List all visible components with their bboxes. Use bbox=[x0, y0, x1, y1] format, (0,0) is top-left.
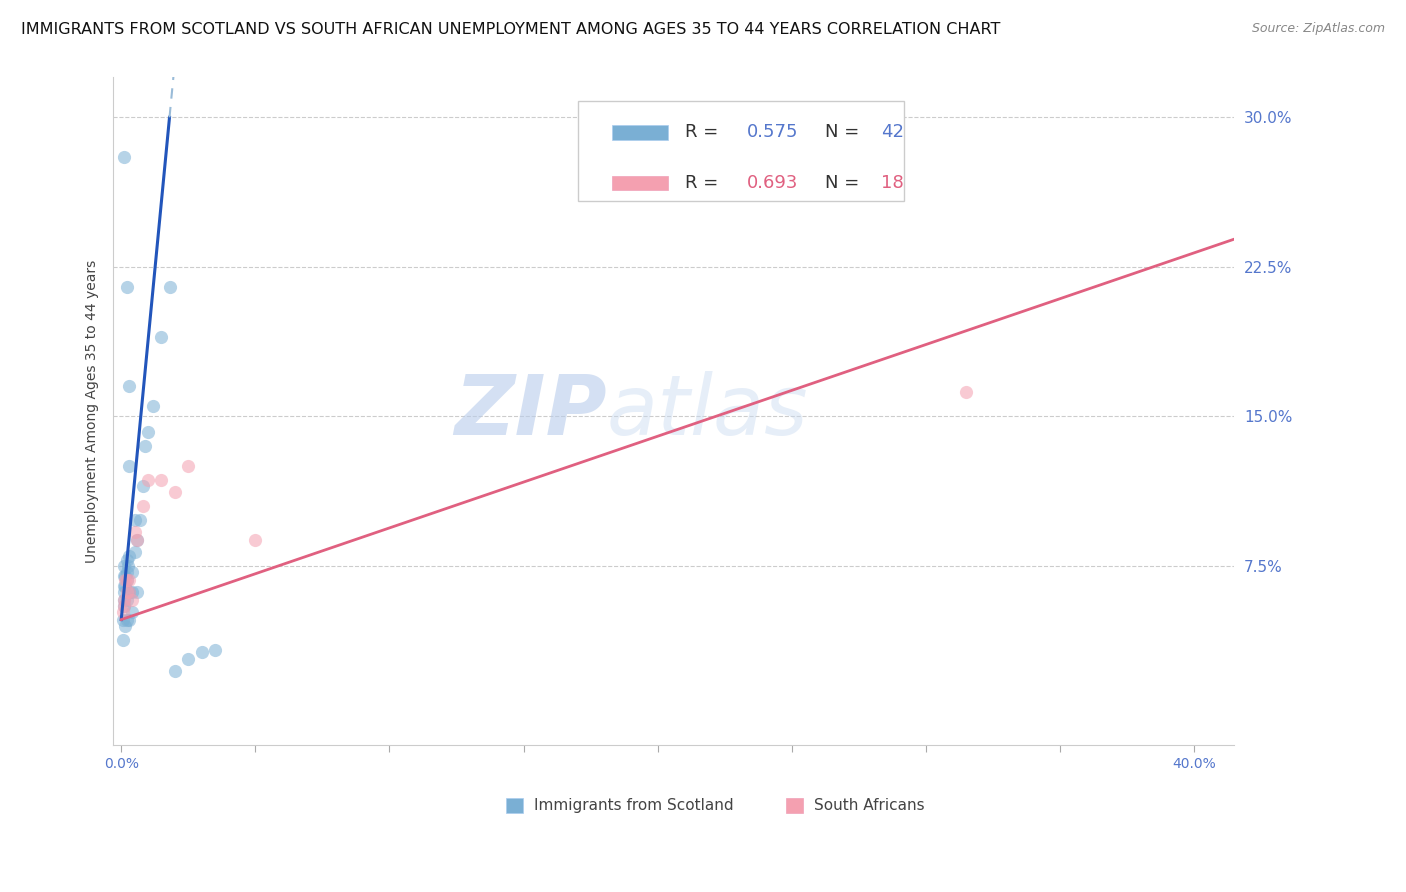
Point bbox=[112, 632, 135, 647]
Text: ZIP: ZIP bbox=[454, 371, 606, 452]
Bar bbox=[506, 798, 523, 813]
Text: South Africans: South Africans bbox=[814, 797, 925, 813]
Point bbox=[112, 599, 135, 613]
Text: Immigrants from Scotland: Immigrants from Scotland bbox=[534, 797, 734, 813]
Point bbox=[115, 573, 138, 587]
Point bbox=[115, 573, 138, 587]
Point bbox=[159, 279, 181, 293]
Bar bbox=[612, 176, 668, 190]
Point bbox=[118, 613, 141, 627]
Point bbox=[115, 565, 138, 579]
Point bbox=[204, 642, 226, 657]
Point bbox=[118, 584, 141, 599]
Point bbox=[124, 545, 146, 559]
Point bbox=[121, 605, 143, 619]
Text: N =: N = bbox=[825, 174, 865, 192]
Point bbox=[112, 592, 135, 607]
Point bbox=[121, 565, 143, 579]
Point bbox=[112, 584, 135, 599]
Point bbox=[127, 584, 149, 599]
Point bbox=[118, 459, 141, 474]
Text: 0.693: 0.693 bbox=[747, 174, 799, 192]
Point bbox=[115, 279, 138, 293]
Point bbox=[129, 513, 152, 527]
Point bbox=[115, 592, 138, 607]
Point bbox=[163, 485, 186, 500]
Point bbox=[112, 592, 135, 607]
Point bbox=[245, 533, 267, 547]
Point bbox=[190, 644, 212, 658]
Point bbox=[112, 579, 135, 593]
Point bbox=[124, 524, 146, 539]
Point bbox=[150, 473, 173, 487]
Text: R =: R = bbox=[685, 174, 724, 192]
Point bbox=[111, 605, 134, 619]
Point bbox=[127, 533, 149, 547]
Text: 18: 18 bbox=[882, 174, 904, 192]
Point bbox=[111, 613, 134, 627]
Point bbox=[118, 573, 141, 587]
Text: Source: ZipAtlas.com: Source: ZipAtlas.com bbox=[1251, 22, 1385, 36]
Bar bbox=[612, 125, 668, 139]
Point bbox=[163, 665, 186, 679]
Point bbox=[112, 599, 135, 613]
Point bbox=[177, 459, 200, 474]
Point bbox=[131, 479, 153, 493]
Point bbox=[131, 499, 153, 513]
Point bbox=[121, 584, 143, 599]
Point bbox=[114, 618, 136, 632]
Point bbox=[115, 553, 138, 567]
Point bbox=[150, 329, 173, 343]
Point bbox=[115, 584, 138, 599]
Point bbox=[136, 473, 159, 487]
Point bbox=[134, 439, 156, 453]
Text: 0.575: 0.575 bbox=[747, 123, 799, 141]
Point bbox=[127, 533, 149, 547]
Text: atlas: atlas bbox=[606, 371, 808, 452]
Text: IMMIGRANTS FROM SCOTLAND VS SOUTH AFRICAN UNEMPLOYMENT AMONG AGES 35 TO 44 YEARS: IMMIGRANTS FROM SCOTLAND VS SOUTH AFRICA… bbox=[21, 22, 1001, 37]
Text: 42: 42 bbox=[882, 123, 904, 141]
Point bbox=[112, 568, 135, 582]
Point bbox=[118, 379, 141, 393]
Point bbox=[115, 613, 138, 627]
Text: N =: N = bbox=[825, 123, 865, 141]
Point bbox=[118, 549, 141, 563]
Point bbox=[117, 558, 139, 573]
FancyBboxPatch shape bbox=[578, 101, 904, 201]
Point bbox=[121, 592, 143, 607]
Point bbox=[118, 584, 141, 599]
Point bbox=[955, 385, 977, 400]
Y-axis label: Unemployment Among Ages 35 to 44 years: Unemployment Among Ages 35 to 44 years bbox=[86, 260, 100, 563]
Text: R =: R = bbox=[685, 123, 724, 141]
Point bbox=[114, 568, 136, 582]
Point bbox=[114, 573, 136, 587]
Point bbox=[142, 400, 165, 414]
Point bbox=[136, 425, 159, 440]
Point bbox=[114, 579, 136, 593]
Point bbox=[112, 558, 135, 573]
Point bbox=[177, 652, 200, 666]
Point bbox=[124, 513, 146, 527]
Bar bbox=[786, 798, 803, 813]
Point bbox=[112, 150, 135, 164]
